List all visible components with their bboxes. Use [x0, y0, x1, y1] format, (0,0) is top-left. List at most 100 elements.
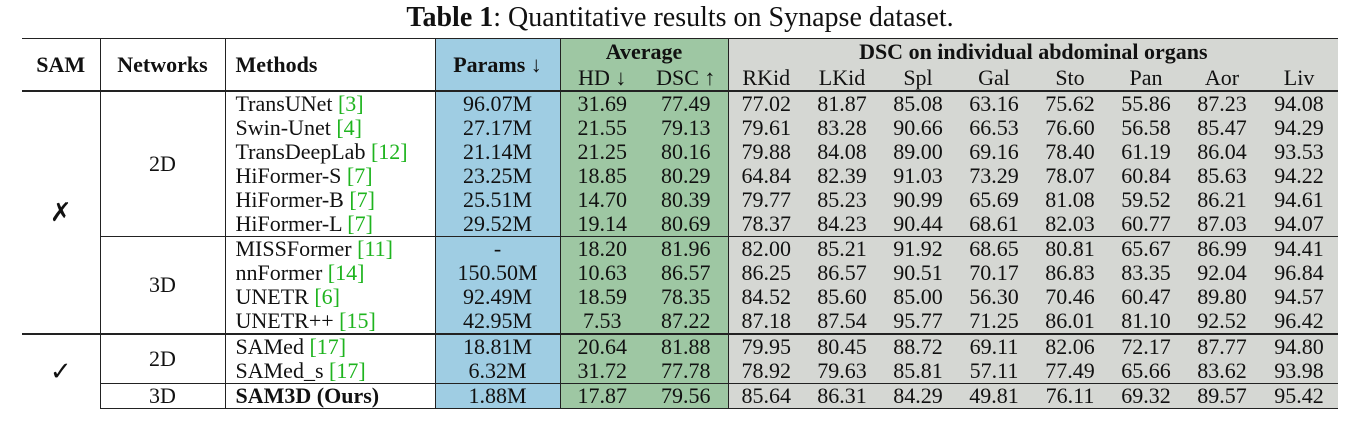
organ-dsc-cell: 69.32 — [1108, 383, 1184, 409]
organ-dsc-cell: 96.42 — [1260, 309, 1339, 334]
citation-link[interactable]: [7] — [346, 164, 373, 188]
organ-dsc-cell: 80.81 — [1032, 236, 1108, 261]
sam-mark: ✓ — [22, 333, 100, 409]
organ-dsc-cell: 69.11 — [956, 333, 1032, 359]
hd-cell: 21.55 — [559, 116, 644, 140]
organ-dsc-cell: 71.25 — [956, 309, 1032, 334]
organ-dsc-cell: 94.57 — [1260, 285, 1339, 309]
citation-link[interactable]: [7] — [347, 212, 373, 236]
organ-dsc-cell: 78.40 — [1032, 140, 1108, 164]
dsc-cell: 80.29 — [644, 164, 728, 188]
network-group: 2D — [99, 333, 225, 384]
organ-dsc-cell: 68.61 — [956, 212, 1032, 237]
organ-dsc-cell: 93.53 — [1260, 140, 1339, 164]
method-name: Swin-Unet — [235, 116, 337, 140]
organ-dsc-cell: 76.11 — [1032, 383, 1108, 409]
organ-dsc-cell: 83.62 — [1184, 359, 1260, 384]
organ-dsc-cell: 94.80 — [1260, 333, 1339, 359]
organ-dsc-cell: 94.41 — [1260, 236, 1339, 261]
sam-mark: ✗ — [22, 90, 100, 334]
organ-dsc-cell: 65.66 — [1108, 359, 1184, 384]
organ-dsc-cell: 86.04 — [1184, 140, 1260, 164]
method-name: nnFormer — [235, 261, 328, 285]
organ-dsc-cell: 91.92 — [880, 236, 956, 261]
organ-dsc-cell: 77.02 — [727, 90, 804, 116]
citation-link[interactable]: [4] — [336, 116, 362, 140]
table-body: ✗ 2D TransUNet [3] 96.07M 31.69 77.49 77.02 81.… — [22, 90, 1339, 409]
dsc-cell: 80.16 — [644, 140, 728, 164]
col-header-params: Params ↓ — [434, 38, 560, 91]
params-cell: 29.52M — [434, 212, 560, 237]
table-row: Swin-Unet [4] 27.17M 21.55 79.13 79.61 83.28 9… — [22, 116, 1339, 140]
organ-dsc-cell: 69.16 — [956, 140, 1032, 164]
citation-link[interactable]: [3] — [337, 91, 364, 116]
dsc-cell: 81.88 — [644, 333, 728, 359]
organ-dsc-cell: 73.29 — [956, 164, 1032, 188]
citation-link[interactable]: [11] — [357, 236, 393, 261]
network-group: 3D — [99, 383, 225, 409]
organ-dsc-cell: 68.65 — [956, 236, 1032, 261]
citation-link[interactable]: [17] — [309, 334, 347, 359]
table-row: HiFormer-L [7] 29.52M 19.14 80.69 78.37 84.23… — [22, 212, 1339, 237]
citation-link[interactable]: [14] — [327, 261, 365, 285]
dsc-cell: 79.56 — [644, 383, 728, 409]
table-row: HiFormer-B [7] 25.51M 14.70 80.39 79.77 85.23… — [22, 188, 1339, 212]
hd-cell: 31.72 — [559, 359, 644, 384]
col-header-methods: Methods — [224, 38, 435, 91]
table-row: ✓ 2D SAMed [17] 18.81M 20.64 81.88 79.95 80.45 8… — [22, 333, 1339, 409]
params-cell: 1.88M — [434, 383, 560, 409]
organ-dsc-cell: 82.06 — [1032, 333, 1108, 359]
citation-link[interactable]: [15] — [339, 309, 376, 333]
params-cell: 150.50M — [434, 261, 560, 285]
organ-dsc-cell: 95.42 — [1260, 383, 1339, 409]
hd-cell: 7.53 — [559, 309, 644, 334]
organ-dsc-cell: 86.25 — [727, 261, 804, 285]
col-header-organ: Sto — [1032, 65, 1108, 91]
params-cell: 25.51M — [434, 188, 560, 212]
col-header-organ: Spl — [880, 65, 956, 91]
method-cell: SAMed [17] — [224, 333, 435, 359]
table-row: 3D SAM3D (Ours) 1.88M 17.87 79.56 85.64 86.31 8… — [22, 383, 1339, 409]
organ-dsc-cell: 56.58 — [1108, 116, 1184, 140]
caption-text: : Quantitative results on Synapse datase… — [493, 2, 954, 33]
organ-dsc-cell: 85.00 — [880, 285, 956, 309]
citation-link[interactable]: [12] — [370, 140, 408, 164]
organ-dsc-cell: 84.52 — [727, 285, 804, 309]
organ-dsc-cell: 78.07 — [1032, 164, 1108, 188]
hd-cell: 18.59 — [559, 285, 644, 309]
table-row: nnFormer [14] 150.50M 10.63 86.57 86.25 86.57… — [22, 261, 1339, 285]
organ-dsc-cell: 89.80 — [1184, 285, 1260, 309]
params-cell: 96.07M — [434, 90, 560, 116]
organ-dsc-cell: 84.29 — [880, 383, 956, 409]
col-header-organ: RKid — [727, 65, 804, 91]
organ-dsc-cell: 96.84 — [1260, 261, 1339, 285]
hd-cell: 17.87 — [559, 383, 644, 409]
method-cell: HiFormer-L [7] — [224, 212, 435, 237]
citation-link[interactable]: [7] — [349, 188, 375, 212]
organ-dsc-cell: 87.03 — [1184, 212, 1260, 237]
citation-link[interactable]: [6] — [314, 285, 340, 309]
method-cell: MISSFormer [11] — [224, 236, 435, 261]
method-name: SAMed — [235, 334, 310, 359]
method-name: MISSFormer — [235, 236, 358, 261]
params-cell: 18.81M — [434, 333, 560, 359]
organ-dsc-cell: 60.47 — [1108, 285, 1184, 309]
table-caption: Table 1: Quantitative results on Synapse… — [0, 0, 1360, 36]
method-name: HiFormer-S — [235, 164, 347, 188]
organ-dsc-cell: 79.95 — [727, 333, 804, 359]
citation-link[interactable]: [17] — [329, 359, 366, 383]
hd-cell: 31.69 — [559, 90, 644, 116]
organ-dsc-cell: 85.47 — [1184, 116, 1260, 140]
params-cell: - — [434, 236, 560, 261]
hd-cell: 21.25 — [559, 140, 644, 164]
table-row: HiFormer-S [7] 23.25M 18.85 80.29 64.84 82.39… — [22, 164, 1339, 188]
method-name: HiFormer-L — [235, 212, 348, 236]
organ-dsc-cell: 94.29 — [1260, 116, 1339, 140]
organ-dsc-cell: 82.03 — [1032, 212, 1108, 237]
organ-dsc-cell: 70.46 — [1032, 285, 1108, 309]
table-row: ✗ 2D TransUNet [3] 96.07M 31.69 77.49 77.02 81.… — [22, 90, 1339, 334]
table-row: SAMed_s [17] 6.32M 31.72 77.78 78.92 79.63 85.… — [22, 359, 1339, 384]
col-header-average: Average — [559, 38, 728, 65]
organ-dsc-cell: 87.23 — [1184, 90, 1260, 116]
organ-dsc-cell: 86.21 — [1184, 188, 1260, 212]
